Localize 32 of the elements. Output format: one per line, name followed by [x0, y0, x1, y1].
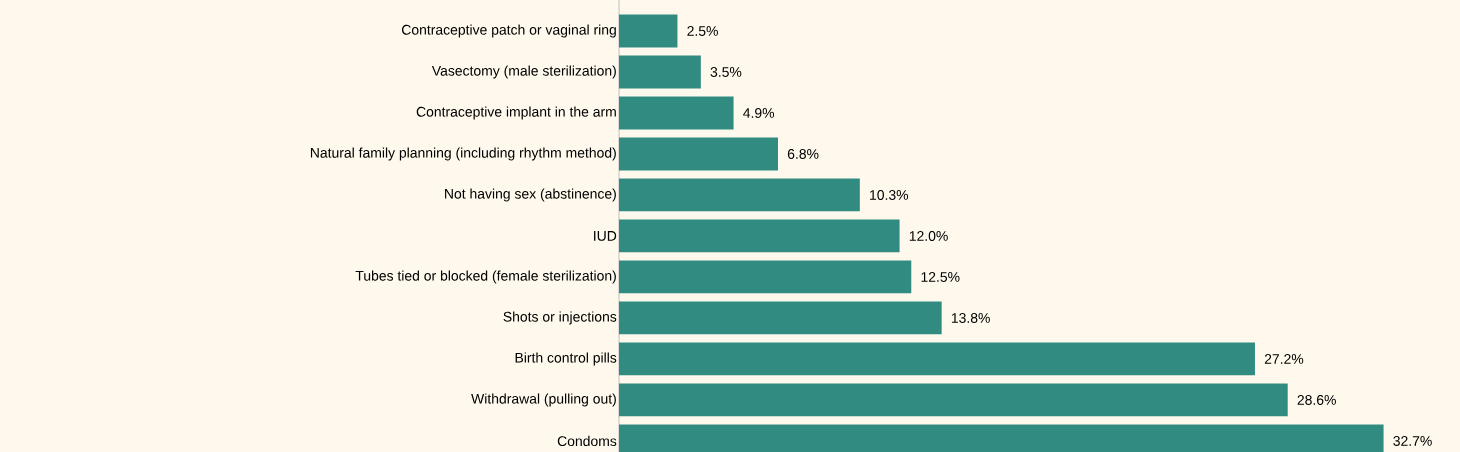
data-label: 28.6%: [1297, 394, 1336, 405]
bar: [619, 178, 860, 212]
data-label: 12.0%: [909, 231, 948, 241]
bar: [619, 260, 912, 294]
data-label: 10.3%: [870, 190, 909, 200]
y-tick-label: Condoms: [557, 435, 617, 447]
data-label: 3.5%: [710, 67, 742, 77]
bar: [619, 14, 678, 48]
y-tick-label: Vasectomy (male sterilization): [431, 65, 616, 79]
bar: [619, 342, 1255, 376]
y-tick-label: Not having sex (abstinence): [445, 188, 616, 202]
y-tick-label: Shots or injections: [503, 311, 617, 325]
bar: [619, 96, 734, 130]
y-tick-label: Tubes tied or blocked (female sterilization): [355, 270, 616, 284]
bar: [619, 219, 900, 253]
data-label: 4.9%: [743, 108, 775, 118]
bar: [619, 137, 778, 171]
data-label: 6.8%: [787, 149, 819, 159]
data-label: 32.7%: [1393, 435, 1432, 446]
y-tick-label: Natural family planning (including rhythm method): [310, 147, 616, 161]
bar: [619, 55, 701, 89]
data-label: 27.2%: [1264, 354, 1304, 364]
data-label: 12.5%: [921, 272, 960, 282]
data-label: 13.8%: [951, 313, 990, 323]
bar: [619, 383, 1288, 417]
y-tick-label: Withdrawal (pulling out): [471, 393, 616, 407]
bar: [619, 301, 942, 335]
y-tick-label: Birth control pills: [515, 352, 617, 366]
y-tick-label: Contraceptive patch or vaginal ring: [401, 24, 616, 38]
y-tick-label: IUD: [594, 231, 617, 241]
data-label: 2.5%: [687, 26, 718, 36]
y-tick-label: Contraceptive implant in the arm: [416, 106, 616, 120]
